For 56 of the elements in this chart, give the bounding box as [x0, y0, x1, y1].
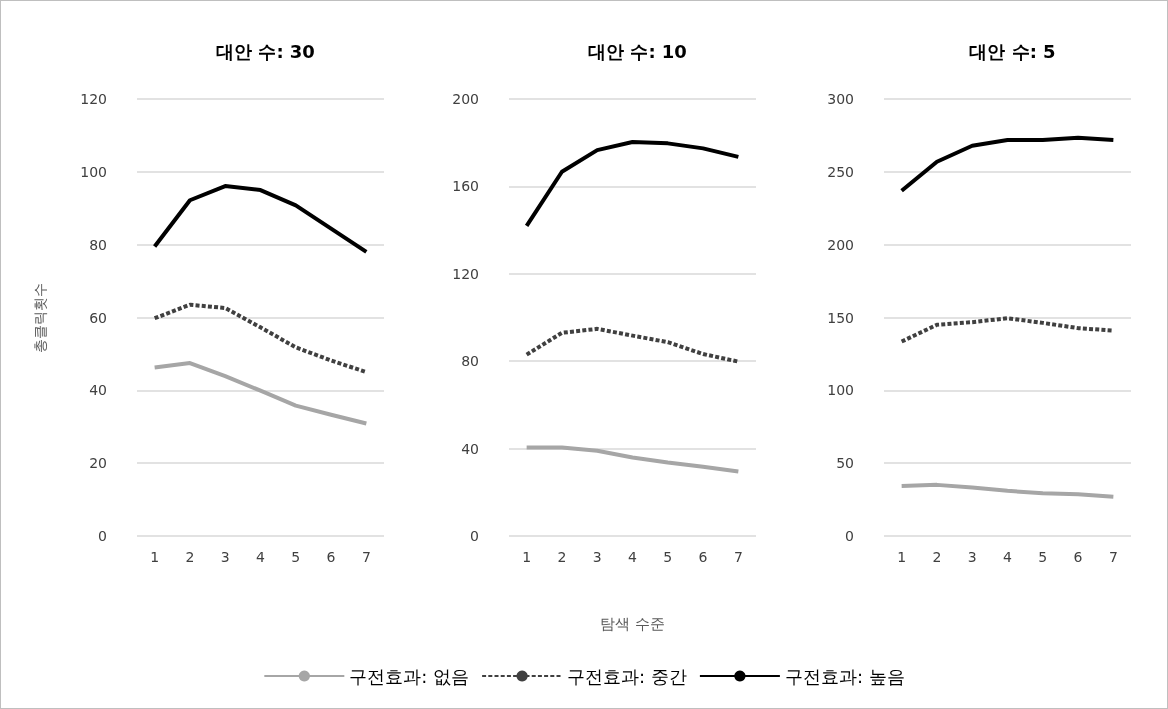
line-series	[524, 140, 741, 228]
x-tick-label: 7	[1108, 549, 1118, 565]
y-tick-label: 0	[98, 528, 107, 544]
line-series	[524, 445, 741, 474]
y-tick-label: 250	[827, 163, 854, 180]
y-tick-label: 0	[845, 528, 854, 544]
y-tick-label: 150	[827, 309, 854, 326]
x-tick-label: 6	[326, 549, 336, 565]
x-tick-label: 7	[361, 549, 371, 565]
y-tick-label: 40	[461, 440, 479, 457]
x-tick-label: 2	[557, 549, 567, 565]
y-tick-label: 200	[452, 91, 479, 107]
x-axis-title: 탐색 수준	[600, 614, 665, 633]
x-tick-label: 2	[185, 549, 195, 565]
y-tick-label: 80	[461, 353, 479, 370]
x-tick-label: 6	[698, 549, 708, 565]
y-tick-label: 100	[827, 382, 854, 399]
legend-label: 구전효과: 높음	[784, 665, 905, 687]
x-tick-label: 1	[897, 549, 907, 565]
y-tick-label: 300	[827, 91, 854, 107]
x-tick-label: 3	[967, 549, 977, 565]
y-axis-title: 총클릭횟수	[32, 282, 48, 353]
y-tick-label: 100	[80, 163, 107, 180]
chart-title: 대안 수: 10	[588, 40, 687, 62]
x-tick-label: 3	[220, 549, 230, 565]
x-tick-label: 5	[1038, 549, 1048, 565]
y-tick-label: 0	[470, 528, 479, 544]
y-tick-label: 80	[89, 236, 107, 253]
x-tick-label: 7	[733, 549, 743, 565]
line-series	[899, 482, 1116, 499]
line-series	[899, 135, 1116, 193]
y-tick-label: 120	[452, 265, 479, 282]
x-tick-label: 6	[1073, 549, 1083, 565]
x-tick-label: 3	[592, 549, 602, 565]
line-series	[152, 361, 369, 426]
y-tick-label: 40	[89, 382, 107, 399]
legend-label: 구전효과: 중간	[567, 665, 687, 687]
y-tick-label: 160	[452, 178, 479, 195]
chart-title: 대안 수: 5	[969, 40, 1056, 62]
x-tick-label: 4	[628, 549, 638, 565]
line-series	[524, 326, 741, 364]
x-tick-label: 4	[256, 549, 266, 565]
x-tick-label: 2	[932, 549, 942, 565]
x-tick-label: 5	[663, 549, 673, 565]
x-tick-label: 4	[1003, 549, 1013, 565]
y-tick-label: 50	[836, 455, 854, 472]
chart-title: 대안 수: 30	[216, 40, 315, 62]
y-tick-label: 60	[89, 309, 107, 326]
legend-label: 구전효과: 없음	[349, 665, 470, 687]
x-tick-label: 1	[150, 549, 160, 565]
x-tick-label: 5	[291, 549, 301, 565]
y-tick-label: 200	[827, 236, 854, 253]
x-tick-label: 1	[522, 549, 532, 565]
y-tick-label: 120	[80, 91, 107, 107]
line-series	[152, 184, 369, 254]
y-tick-label: 20	[89, 455, 107, 472]
